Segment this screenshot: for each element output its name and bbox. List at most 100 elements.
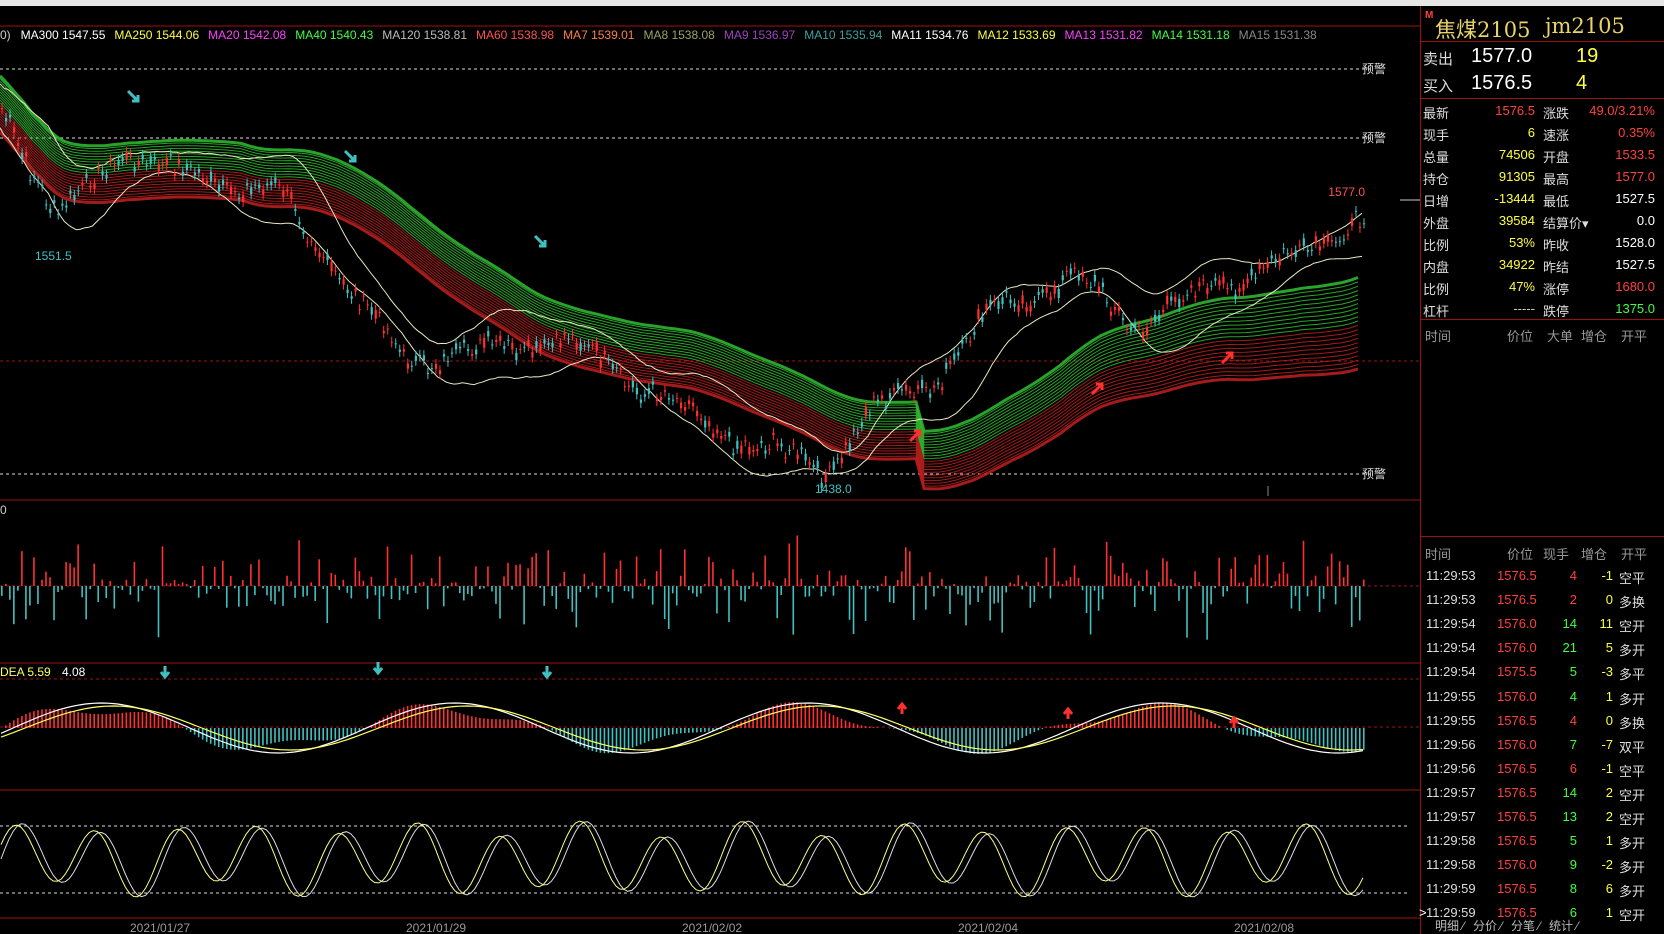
candle: [1146, 327, 1149, 336]
volume-bar: [503, 576, 505, 586]
macd-bar: [1350, 728, 1353, 752]
macd-bar: [700, 728, 702, 733]
tick-row[interactable]: 11:29:53 1576.5 4 -1 空平: [1421, 564, 1664, 588]
macd-bar: [1101, 720, 1104, 728]
candle: [81, 182, 84, 186]
volume-bar: [724, 586, 726, 591]
buy-quote-row[interactable]: 买入 1576.5 4: [1421, 71, 1664, 97]
volume-bar: [1326, 566, 1329, 586]
volume-bar: [563, 571, 566, 586]
volume-bar: [1, 586, 3, 596]
macd-bar: [41, 709, 43, 728]
macd-bar: [804, 703, 807, 728]
tick-row[interactable]: 11:29:54 1576.0 21 5 多开: [1421, 636, 1664, 660]
volume-bar: [1154, 586, 1156, 611]
volume-bar: [402, 586, 405, 591]
macd-bar: [868, 726, 871, 728]
volume-bar: [318, 559, 320, 586]
volume-bar: [1033, 586, 1036, 602]
stat-value: 49.0/3.21%: [1589, 103, 1655, 118]
tick-price: 1576.5: [1497, 809, 1537, 824]
tick-oi-change: 1: [1605, 833, 1613, 849]
macd-bar: [1154, 703, 1156, 728]
tick-row[interactable]: >11:29:59 1576.5 6 1 空开: [1419, 901, 1664, 925]
tab-1[interactable]: 分价 ⁄: [1473, 919, 1503, 933]
candle: [957, 352, 960, 356]
date-axis-label: 2021/02/08: [1234, 921, 1294, 934]
macd-bar: [848, 721, 851, 728]
ma-ribbon-line: [0, 129, 1359, 487]
volume-bar: [1282, 562, 1285, 586]
ma-ribbon-line: [0, 91, 1359, 449]
macd-bar: [937, 728, 939, 742]
tick-row[interactable]: 11:29:56 1576.0 7 -7 双平: [1421, 733, 1664, 757]
ma-legend-item: MA15 1531.38: [1238, 28, 1317, 42]
ma-ribbon-line: [0, 121, 1359, 479]
candle: [1210, 285, 1213, 287]
candle: [643, 394, 647, 397]
macd-bar: [495, 719, 497, 728]
candle: [89, 185, 92, 188]
tick-row[interactable]: 11:29:56 1576.5 6 -1 空平: [1421, 757, 1664, 781]
column-header: 增仓: [1581, 547, 1608, 562]
volume-bar: [418, 582, 421, 586]
tick-row[interactable]: 11:29:57 1576.5 13 2 空开: [1421, 805, 1664, 829]
macd-bar: [459, 713, 461, 728]
volume-bar: [438, 556, 441, 586]
tick-row[interactable]: 11:29:54 1576.0 14 11 空开: [1421, 612, 1664, 636]
tick-row[interactable]: 11:29:53 1576.5 2 0 多换: [1421, 588, 1664, 612]
tick-row[interactable]: 11:29:59 1576.5 8 6 多开: [1421, 877, 1664, 901]
tick-row[interactable]: 11:29:58 1576.5 5 1 多开: [1421, 829, 1664, 853]
candle: [868, 414, 872, 416]
candle: [41, 184, 44, 187]
macd-bar: [125, 712, 128, 728]
volume-bar: [1125, 572, 1128, 586]
sell-quote-row[interactable]: 卖出 1577.0 19: [1421, 44, 1664, 70]
volume-bar: [776, 586, 779, 619]
contract-code: jm2105: [1545, 14, 1625, 38]
kline-chart-area[interactable]: 预警 预警 预警 1577.0 1438.0 1551.5 0 DEA 5.59 4.08 202…: [0, 6, 1420, 934]
candle: [1286, 253, 1289, 255]
macd-bar: [209, 728, 212, 744]
tab-0[interactable]: 明细 ⁄: [1435, 919, 1465, 933]
volume-bar: [684, 549, 686, 586]
macd-bar: [145, 712, 148, 728]
volume-bar: [688, 586, 690, 591]
tick-row[interactable]: 11:29:58 1576.0 9 -2 多开: [1421, 853, 1664, 877]
candle: [298, 221, 301, 225]
window-top-bar: [0, 0, 1664, 6]
tab-3[interactable]: 统计 ⁄: [1549, 919, 1579, 933]
macd-bar: [141, 712, 144, 728]
stat-label: 涨停: [1543, 282, 1570, 297]
candle: [684, 407, 687, 411]
macd-bar: [37, 710, 39, 728]
macd-bar: [551, 728, 554, 731]
macd-bar: [1346, 728, 1349, 752]
volume-bar: [85, 586, 87, 620]
candle: [603, 350, 606, 354]
candle: [1218, 280, 1221, 286]
macd-bar: [933, 728, 935, 740]
macd-bar: [1262, 728, 1265, 737]
macd-bar: [221, 728, 224, 749]
macd-bar: [225, 728, 228, 750]
volume-bar: [591, 582, 594, 586]
divider: [1421, 319, 1664, 320]
candle: [844, 442, 847, 446]
tick-type: 多开: [1619, 643, 1646, 659]
candle: [776, 443, 779, 447]
candle: [1198, 282, 1201, 287]
stat-value: 0.35%: [1618, 125, 1655, 140]
volume-bar: [551, 586, 554, 596]
tick-row[interactable]: 11:29:55 1576.5 4 0 多换: [1421, 709, 1664, 733]
tick-row[interactable]: 11:29:57 1576.5 14 2 空开: [1421, 781, 1664, 805]
tick-row[interactable]: 11:29:54 1575.5 5 -3 多平: [1421, 660, 1664, 684]
macd-bar: [1037, 728, 1040, 731]
volume-bar: [358, 571, 361, 586]
tick-row[interactable]: 11:29:55 1576.0 4 1 多开: [1421, 685, 1664, 709]
volume-bar: [904, 547, 907, 586]
tab-2[interactable]: 分笔 ⁄: [1511, 919, 1541, 933]
macd-bar: [290, 728, 292, 741]
macd-bar: [499, 719, 501, 728]
